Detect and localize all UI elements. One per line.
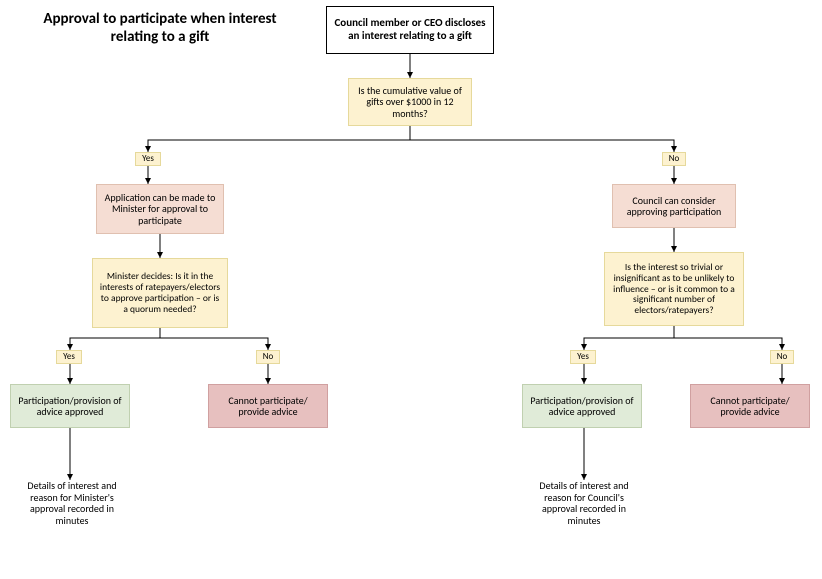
label-left-no: No xyxy=(256,350,280,364)
page-title: Approval to participate when interest re… xyxy=(30,10,290,46)
node-left-question: Minister decides: Is it in the interests… xyxy=(92,258,228,328)
node-right-approved: Participation/provision of advice approv… xyxy=(522,384,642,428)
node-right-application: Council can consider approving participa… xyxy=(612,184,736,228)
label-no-1: No xyxy=(662,152,686,166)
label-left-yes: Yes xyxy=(56,350,82,364)
label-right-no: No xyxy=(770,350,794,364)
node-right-record: Details of interest and reason for Counc… xyxy=(522,480,646,526)
label-right-yes: Yes xyxy=(570,350,596,364)
node-left-rejected: Cannot participate/ provide advice xyxy=(208,384,328,428)
node-q1: Is the cumulative value of gifts over $1… xyxy=(348,78,472,126)
node-left-record: Details of interest and reason for Minis… xyxy=(10,480,134,526)
node-start: Council member or CEO discloses an inter… xyxy=(326,6,494,54)
node-right-rejected: Cannot participate/ provide advice xyxy=(690,384,810,428)
node-left-application: Application can be made to Minister for … xyxy=(96,184,224,234)
node-right-question: Is the interest so trivial or insignific… xyxy=(604,252,744,326)
node-left-approved: Participation/provision of advice approv… xyxy=(10,384,130,428)
label-yes-1: Yes xyxy=(135,152,161,166)
